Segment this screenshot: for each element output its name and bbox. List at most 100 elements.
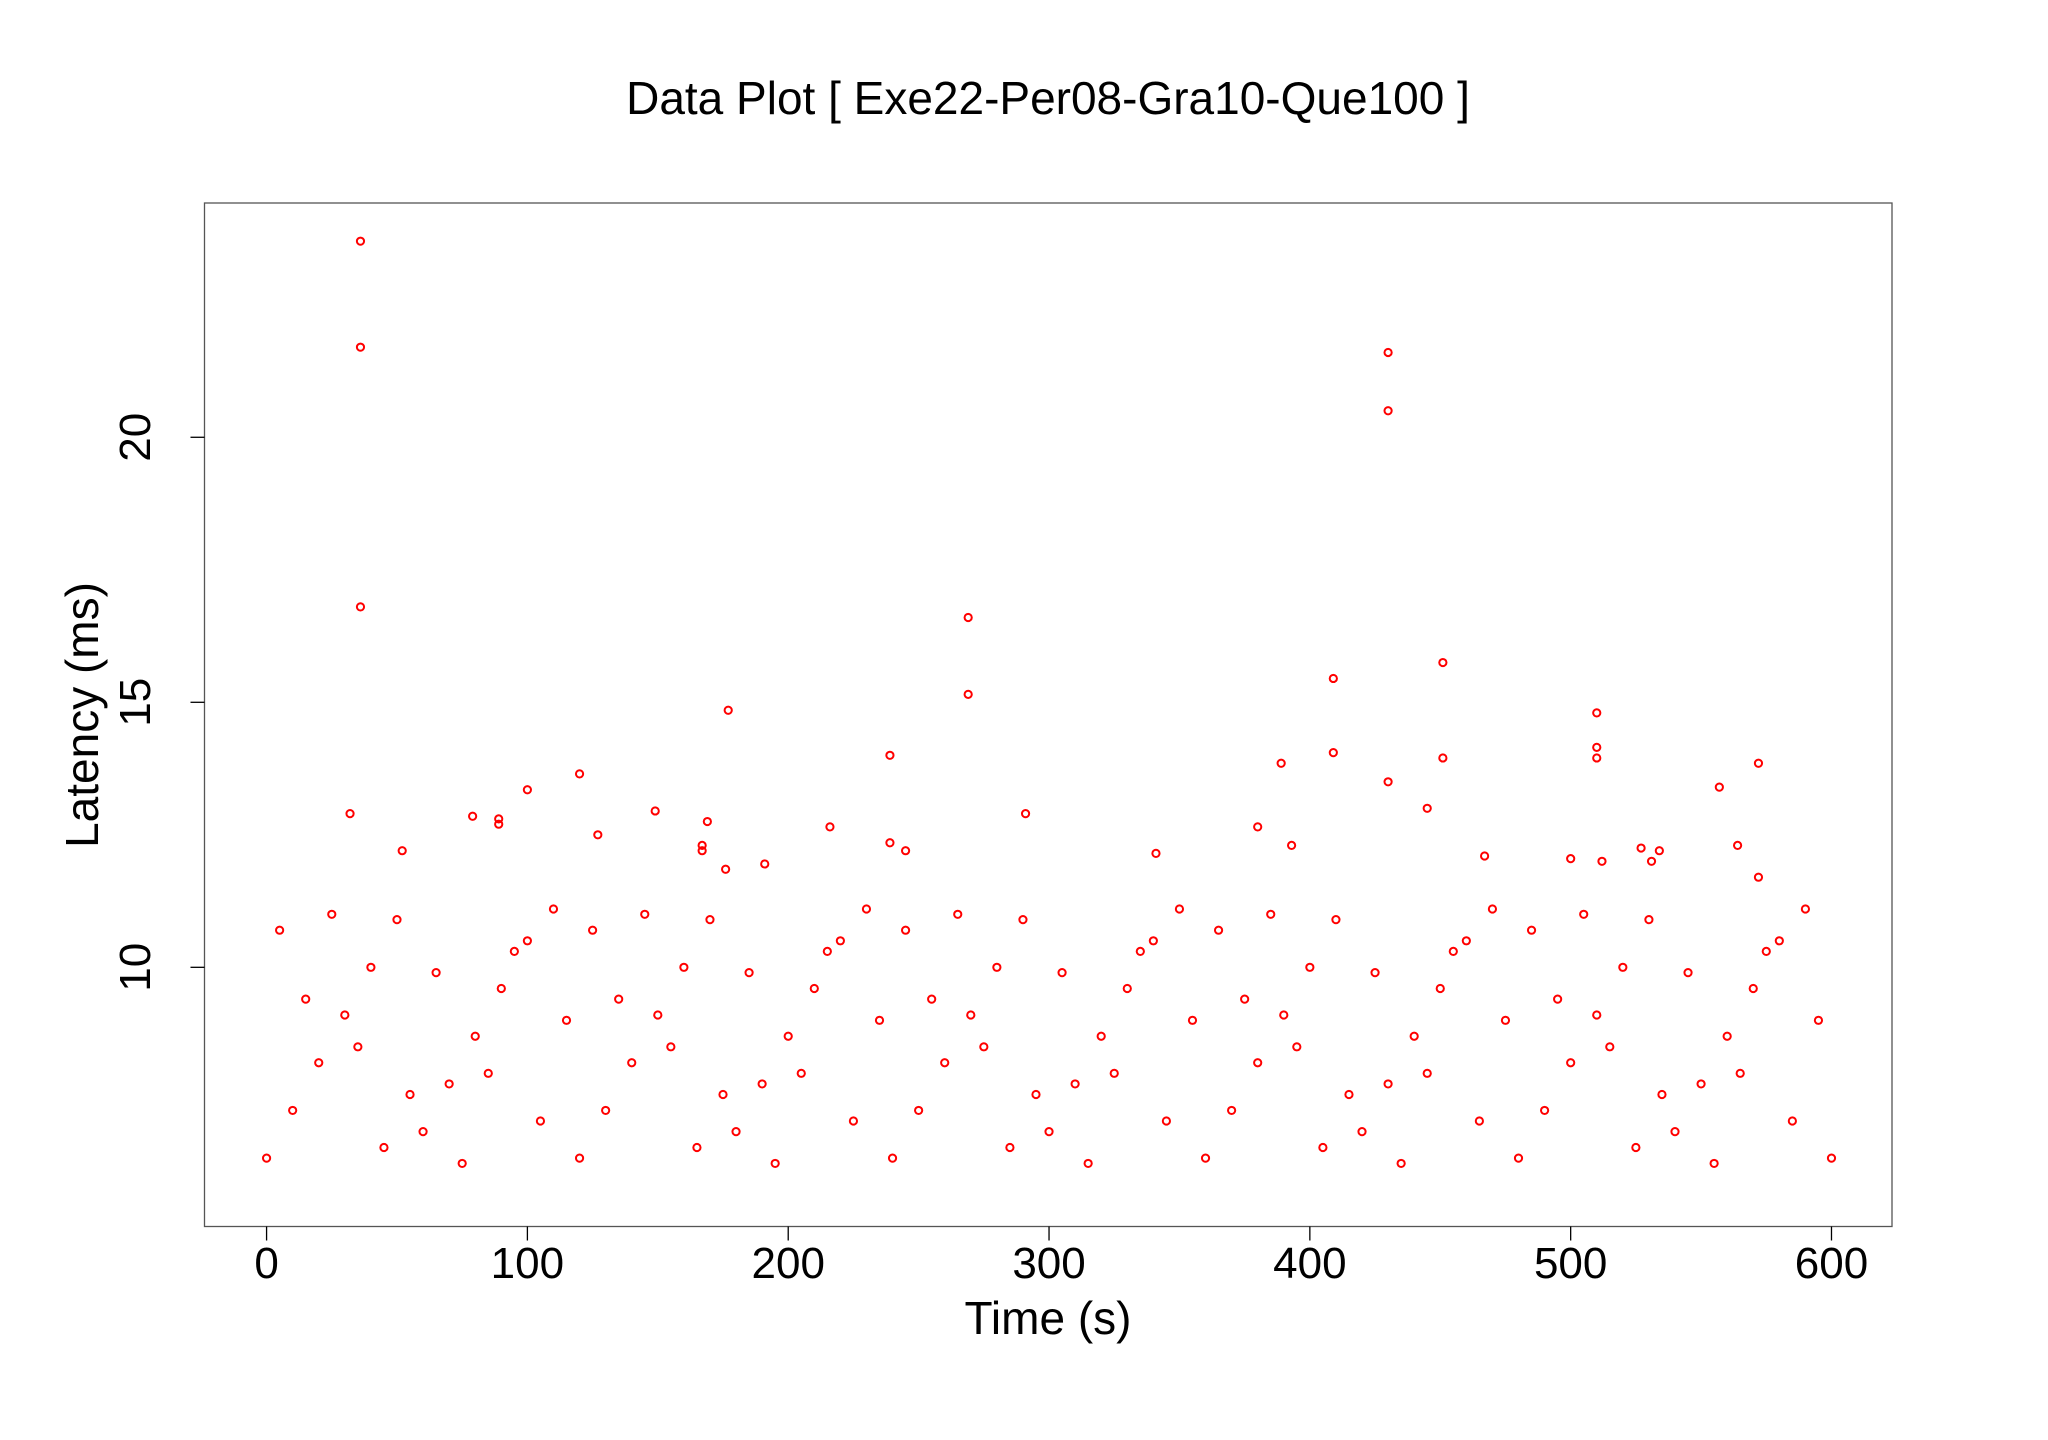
point [914, 1105, 924, 1116]
point [1696, 1079, 1706, 1089]
point [1122, 983, 1132, 994]
point [1732, 840, 1743, 851]
point [1057, 968, 1067, 978]
point [809, 983, 819, 994]
point [1597, 856, 1607, 866]
point [1539, 1105, 1550, 1116]
point [1083, 1158, 1093, 1169]
point [650, 806, 660, 816]
point [679, 962, 689, 972]
point [1735, 1068, 1745, 1078]
point [1328, 748, 1338, 758]
point [535, 1116, 546, 1126]
point [353, 1042, 363, 1052]
point [509, 946, 519, 957]
point [1774, 936, 1784, 946]
point [1631, 1142, 1641, 1153]
point [1579, 909, 1589, 919]
point [796, 1068, 806, 1078]
point [355, 236, 366, 246]
point [1480, 851, 1490, 861]
x-tick-label: 300 [1012, 1239, 1085, 1288]
point [900, 846, 911, 856]
point [744, 968, 754, 978]
point [1135, 946, 1145, 957]
point [1031, 1089, 1041, 1100]
point [1328, 673, 1338, 684]
point [392, 915, 402, 925]
point [1200, 1153, 1211, 1163]
point [1636, 843, 1646, 853]
x-tick-label: 400 [1273, 1239, 1346, 1288]
point [1018, 915, 1028, 925]
y-tick-label: 10 [111, 943, 160, 992]
point [1657, 1089, 1667, 1100]
y-axis-label: Latency (ms) [56, 582, 108, 848]
point [1646, 856, 1657, 866]
point [314, 1058, 324, 1068]
point [697, 840, 707, 851]
point [640, 909, 650, 919]
point [1227, 1105, 1237, 1116]
point [340, 1010, 350, 1020]
x-tick-label: 100 [491, 1239, 564, 1288]
point [494, 819, 504, 829]
point [770, 1158, 780, 1169]
point [561, 1015, 572, 1025]
point [494, 814, 504, 824]
chart-title: Data Plot [ Exe22-Per08-Gra10-Que100 ] [626, 72, 1470, 124]
point [1148, 936, 1158, 946]
x-tick-label: 200 [752, 1239, 825, 1288]
point [702, 816, 712, 827]
point [1753, 758, 1764, 768]
point [1654, 846, 1664, 856]
plot-frame [203, 202, 1893, 1228]
point [379, 1142, 389, 1153]
point [261, 1153, 272, 1163]
point [1592, 708, 1602, 718]
point [1500, 1015, 1511, 1025]
point [1276, 758, 1286, 768]
point [1422, 803, 1432, 813]
point [1714, 782, 1724, 792]
point [1005, 1142, 1015, 1153]
point [885, 838, 895, 848]
point [1474, 1116, 1484, 1126]
point [1826, 1153, 1837, 1163]
point [614, 994, 624, 1004]
point [1618, 962, 1628, 972]
point [885, 750, 895, 760]
point [1383, 777, 1393, 787]
point [1305, 962, 1315, 972]
point [1787, 1116, 1797, 1126]
point [275, 925, 285, 935]
point [721, 864, 731, 874]
point [593, 830, 603, 840]
point [468, 811, 478, 821]
point [1566, 1058, 1576, 1068]
point [1670, 1127, 1680, 1137]
point [1383, 406, 1393, 416]
point [288, 1105, 298, 1116]
point [1644, 915, 1654, 925]
point [1438, 657, 1448, 668]
point [1292, 1042, 1302, 1052]
point [366, 962, 376, 972]
point [757, 1079, 767, 1089]
y-tick-label: 15 [111, 678, 160, 727]
point [1409, 1031, 1419, 1041]
point [1396, 1158, 1406, 1169]
point [1383, 1079, 1393, 1089]
point [1240, 994, 1250, 1004]
point [301, 994, 311, 1004]
point [1020, 809, 1031, 819]
point [418, 1127, 428, 1137]
point [1592, 753, 1602, 763]
point [718, 1089, 728, 1100]
point [1044, 1127, 1054, 1137]
point [1761, 946, 1771, 957]
point [1109, 1068, 1119, 1078]
point [1513, 1153, 1524, 1163]
point [1357, 1127, 1367, 1137]
